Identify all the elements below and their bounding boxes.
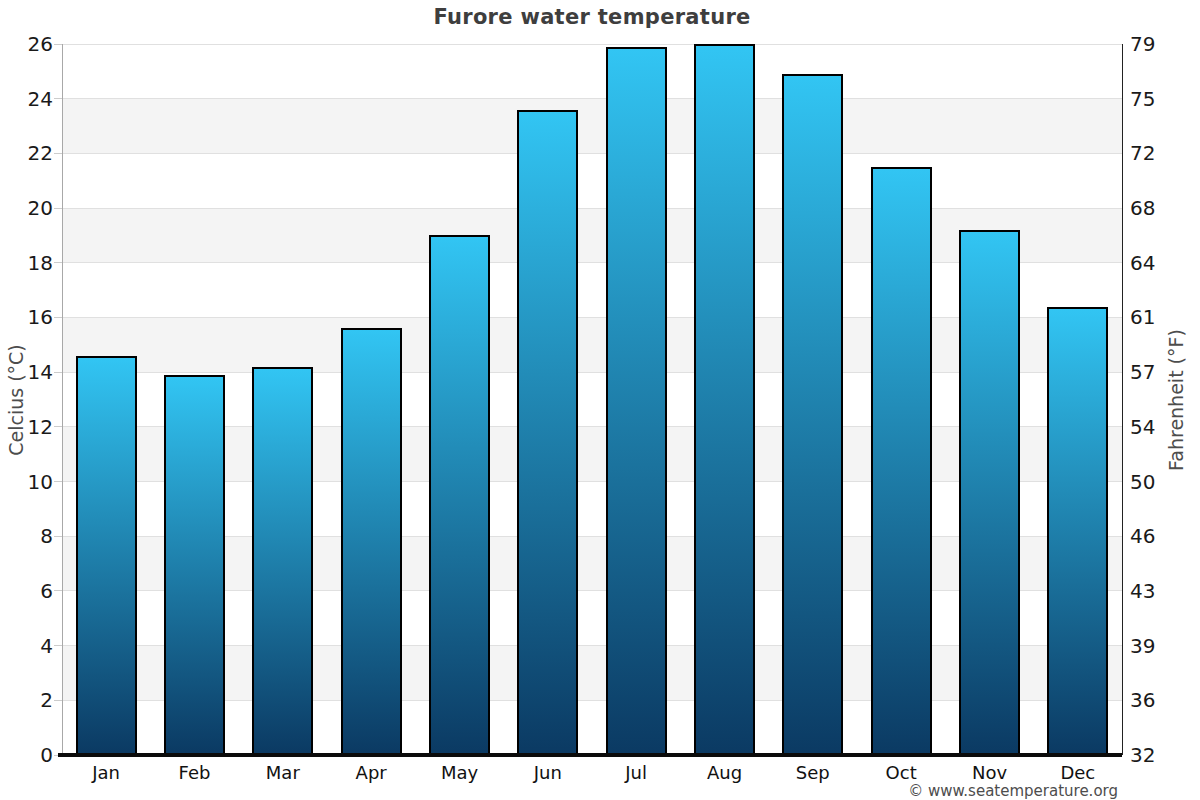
plot-area (62, 44, 1122, 755)
y-tick-label-fahrenheit: 75 (1130, 88, 1190, 110)
y-tickmark-left (54, 208, 62, 209)
y-tickmark-left (54, 153, 62, 154)
bar-mar (252, 367, 313, 755)
y-tick-label-fahrenheit: 43 (1130, 580, 1190, 602)
y-tickmark-left (54, 44, 62, 45)
y-tick-label-fahrenheit: 36 (1130, 689, 1190, 711)
chart-title: Furore water temperature (62, 5, 1122, 29)
y-tickmark-left (54, 481, 62, 482)
bar-may (429, 235, 490, 755)
y-tick-label-fahrenheit: 57 (1130, 361, 1190, 383)
x-axis-line (58, 753, 1122, 757)
bar-jun (517, 110, 578, 755)
y-tickmark-left (54, 372, 62, 373)
y-tickmark-left (54, 426, 62, 427)
y-tick-label-celsius: 26 (0, 33, 53, 55)
y-tick-label-fahrenheit: 72 (1130, 142, 1190, 164)
x-tick-label-jul: Jul (592, 762, 680, 783)
y-tick-label-celsius: 4 (0, 635, 53, 657)
y-axis-line-left (62, 44, 63, 755)
x-tick-label-nov: Nov (945, 762, 1033, 783)
y-tick-label-celsius: 6 (0, 580, 53, 602)
gridline (62, 98, 1122, 99)
y-tickmark-left (54, 590, 62, 591)
x-tick-label-sep: Sep (769, 762, 857, 783)
copyright-credit: © www.seatemperature.org (908, 782, 1118, 800)
y-axis-title-fahrenheit: Fahrenheit (°F) (1165, 329, 1187, 471)
water-temperature-chart: Furore water temperature Celcius (°C) Fa… (0, 0, 1200, 800)
x-tick-label-mar: Mar (239, 762, 327, 783)
x-tick-label-aug: Aug (680, 762, 768, 783)
bar-sep (782, 74, 843, 755)
y-tickmark-left (54, 98, 62, 99)
gridline (62, 153, 1122, 154)
y-tick-label-fahrenheit: 64 (1130, 252, 1190, 274)
x-tick-label-may: May (415, 762, 503, 783)
y-axis-line-right (1122, 44, 1123, 755)
y-tick-label-fahrenheit: 50 (1130, 471, 1190, 493)
gridline (62, 208, 1122, 209)
bar-dec (1047, 307, 1108, 755)
gridline (62, 44, 1122, 45)
grid-band (62, 99, 1122, 154)
x-tick-label-apr: Apr (327, 762, 415, 783)
y-tickmark-left (54, 645, 62, 646)
bar-feb (164, 375, 225, 755)
y-tick-label-celsius: 24 (0, 88, 53, 110)
x-tick-label-oct: Oct (857, 762, 945, 783)
y-tick-label-celsius: 18 (0, 252, 53, 274)
x-tick-label-jan: Jan (62, 762, 150, 783)
y-tickmark-left (54, 262, 62, 263)
y-tickmark-left (54, 700, 62, 701)
bar-jan (76, 356, 137, 755)
bar-oct (871, 167, 932, 755)
y-tick-label-celsius: 12 (0, 416, 53, 438)
y-tick-label-celsius: 8 (0, 525, 53, 547)
y-tick-label-fahrenheit: 32 (1130, 744, 1190, 766)
y-tick-label-celsius: 10 (0, 471, 53, 493)
y-tick-label-celsius: 20 (0, 197, 53, 219)
y-tick-label-celsius: 14 (0, 361, 53, 383)
x-tick-label-feb: Feb (150, 762, 238, 783)
bar-nov (959, 230, 1020, 755)
y-tick-label-fahrenheit: 79 (1130, 33, 1190, 55)
bar-apr (341, 328, 402, 755)
y-tickmark-left (54, 317, 62, 318)
y-tick-label-fahrenheit: 54 (1130, 416, 1190, 438)
y-tick-label-fahrenheit: 61 (1130, 306, 1190, 328)
y-tick-label-celsius: 22 (0, 142, 53, 164)
x-tick-label-jun: Jun (504, 762, 592, 783)
y-tickmark-left (54, 536, 62, 537)
y-tick-label-fahrenheit: 68 (1130, 197, 1190, 219)
y-tick-label-fahrenheit: 39 (1130, 635, 1190, 657)
y-tick-label-celsius: 2 (0, 689, 53, 711)
y-tick-label-fahrenheit: 46 (1130, 525, 1190, 547)
x-tick-label-dec: Dec (1034, 762, 1122, 783)
y-tick-label-celsius: 0 (0, 744, 53, 766)
y-tick-label-celsius: 16 (0, 306, 53, 328)
bar-jul (606, 47, 667, 755)
bar-aug (694, 44, 755, 755)
